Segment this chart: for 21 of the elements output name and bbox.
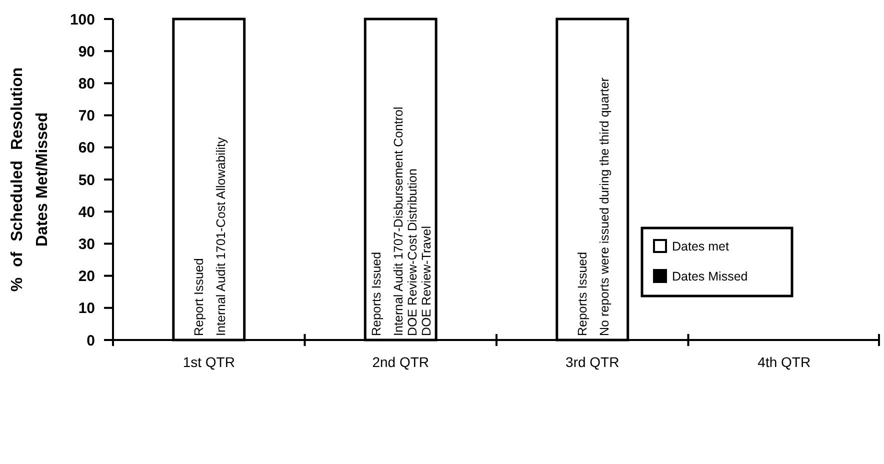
x-tick-label: 1st QTR	[182, 354, 235, 370]
y-tick-label: 70	[78, 108, 95, 125]
x-tick-label: 2nd QTR	[372, 354, 430, 370]
legend-label: Dates met	[672, 239, 730, 254]
y-tick-label: 80	[78, 75, 95, 92]
y-tick-label: 90	[78, 43, 95, 60]
y-tick-label: 60	[78, 140, 95, 157]
y-tick-label: 40	[78, 204, 95, 221]
y-tick-label: 100	[70, 11, 95, 28]
y-axis-title: % of Scheduled Resolution Dates Met/Missed	[9, 67, 51, 292]
y-tick-label: 20	[78, 268, 95, 286]
legend-label: Dates Missed	[672, 269, 748, 284]
x-tick-label: 3rd QTR	[566, 354, 620, 370]
y-tick-label: 50	[78, 172, 95, 189]
annotation: Reports Issued No reports were issued during the third quarter	[575, 78, 612, 336]
annotation: Report Issued Internal Audit 1701-Cost Allowability	[192, 136, 228, 336]
x-tick-label: 4th QTR	[758, 354, 811, 370]
y-tick-label: 0	[86, 332, 95, 350]
y-tick-label: 10	[78, 300, 95, 318]
annotation: Reports Issued Internal Audit 1707-Disbursement Control DOE Review-Cost Distribution DOE Review-Travel	[370, 106, 434, 336]
y-tick-label: 30	[78, 236, 95, 253]
